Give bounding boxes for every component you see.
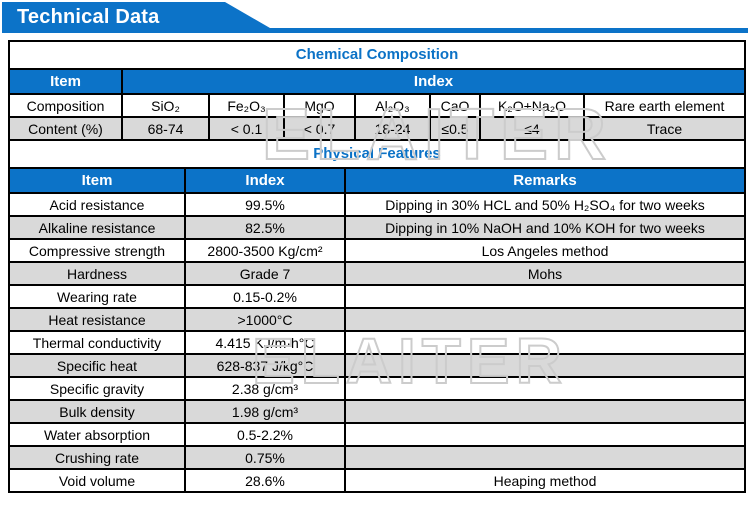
table-row: Heat resistance >1000°C — [9, 307, 745, 332]
table-row: Crushing rate 0.75% — [9, 445, 745, 470]
table-cell: < 0.7 — [283, 116, 356, 140]
physical-header-item: Item — [9, 168, 186, 194]
table-cell: Specific heat — [9, 353, 186, 378]
table-cell: 18-24 — [354, 116, 431, 140]
table-row: Specific gravity 2.38 g/cm³ — [9, 376, 745, 401]
table-cell: ≤4 — [479, 116, 585, 140]
table-cell: 2.38 g/cm³ — [184, 376, 346, 401]
table-cell: Alkaline resistance — [9, 215, 186, 240]
table-row: Wearing rate 0.15-0.2% — [9, 284, 745, 309]
table-cell: 68-74 — [121, 116, 210, 140]
table-cell — [344, 353, 745, 378]
banner: Technical Data — [2, 2, 748, 33]
table-cell: MgO — [283, 93, 356, 118]
table-cell: ≤0.5 — [429, 116, 481, 140]
chemical-header-item: Item — [9, 69, 123, 95]
table-cell: Thermal conductivity — [9, 330, 186, 355]
table-cell: Hardness — [9, 261, 186, 286]
table-cell: Heat resistance — [9, 307, 186, 332]
table-row: Thermal conductivity 4.415 KJ/m·h°C — [9, 330, 745, 355]
table-cell: Grade 7 — [184, 261, 346, 286]
chemical-composition-title: Chemical Composition — [10, 42, 744, 70]
table-cell: 0.15-0.2% — [184, 284, 346, 309]
table-cell — [344, 445, 745, 470]
table-cell: Fe₂O₃ — [208, 93, 285, 118]
table-cell: >1000°C — [184, 307, 346, 332]
table-cell: Al₂O₃ — [354, 93, 431, 118]
table-row: Acid resistance 99.5% Dipping in 30% HCL… — [9, 192, 745, 217]
table-row: Content (%) 68-74 < 0.1 < 0.7 18-24 ≤0.5… — [9, 116, 745, 140]
table-cell: Content (%) — [9, 116, 123, 140]
table-cell: K₂O+Na₂O — [479, 93, 585, 118]
table-cell: Compressive strength — [9, 238, 186, 263]
table-cell: Dipping in 30% HCL and 50% H₂SO₄ for two… — [344, 192, 745, 217]
table-cell: Wearing rate — [9, 284, 186, 309]
table-cell: Water absorption — [9, 422, 186, 447]
table-cell: SiO₂ — [121, 93, 210, 118]
table-cell — [344, 307, 745, 332]
table-cell: 99.5% — [184, 192, 346, 217]
table-cell: Dipping in 10% NaOH and 10% KOH for two … — [344, 215, 745, 240]
table-cell: 628-837 J/kg°C — [184, 353, 346, 378]
table-cell: Void volume — [9, 468, 186, 492]
chemical-header-index: Index — [121, 69, 745, 95]
table-cell: Acid resistance — [9, 192, 186, 217]
table-cell: 1.98 g/cm³ — [184, 399, 346, 424]
table-cell: Mohs — [344, 261, 745, 286]
table-cell — [344, 399, 745, 424]
table-cell: 0.5-2.2% — [184, 422, 346, 447]
table-cell — [344, 422, 745, 447]
page-title: Technical Data — [17, 6, 160, 28]
table-cell: Heaping method — [344, 468, 745, 492]
chemical-header-row: Item Index — [9, 69, 745, 95]
table-cell: 82.5% — [184, 215, 346, 240]
table-cell — [344, 376, 745, 401]
physical-header-row: Item Index Remarks — [9, 168, 745, 194]
physical-header-index: Index — [184, 168, 346, 194]
chemical-composition-table: Item Index Composition SiO₂ Fe₂O₃ MgO Al… — [9, 69, 745, 140]
table-cell: 2800-3500 Kg/cm² — [184, 238, 346, 263]
physical-features-table: Item Index Remarks Acid resistance 99.5%… — [9, 168, 745, 492]
physical-header-remarks: Remarks — [344, 168, 745, 194]
table-row: Water absorption 0.5-2.2% — [9, 422, 745, 447]
table-row: Void volume 28.6% Heaping method — [9, 468, 745, 492]
table-row: Compressive strength 2800-3500 Kg/cm² Lo… — [9, 238, 745, 263]
table-cell: Bulk density — [9, 399, 186, 424]
table-cell: CaO — [429, 93, 481, 118]
table-cell: Crushing rate — [9, 445, 186, 470]
table-row: Alkaline resistance 82.5% Dipping in 10%… — [9, 215, 745, 240]
table-cell: 0.75% — [184, 445, 346, 470]
table-cell: 4.415 KJ/m·h°C — [184, 330, 346, 355]
table-row: Bulk density 1.98 g/cm³ — [9, 399, 745, 424]
table-cell: Specific gravity — [9, 376, 186, 401]
physical-features-title: Physical Features — [10, 139, 744, 169]
table-cell: Rare earth element — [583, 93, 745, 118]
data-table-frame: Chemical Composition Item Index Composit… — [8, 40, 746, 493]
table-cell — [344, 330, 745, 355]
table-cell: Composition — [9, 93, 123, 118]
table-row: Composition SiO₂ Fe₂O₃ MgO Al₂O₃ CaO K₂O… — [9, 93, 745, 118]
table-cell: 28.6% — [184, 468, 346, 492]
table-cell: < 0.1 — [208, 116, 285, 140]
table-cell: Los Angeles method — [344, 238, 745, 263]
table-row: Hardness Grade 7 Mohs — [9, 261, 745, 286]
table-row: Specific heat 628-837 J/kg°C — [9, 353, 745, 378]
table-cell: Trace — [583, 116, 745, 140]
table-cell — [344, 284, 745, 309]
